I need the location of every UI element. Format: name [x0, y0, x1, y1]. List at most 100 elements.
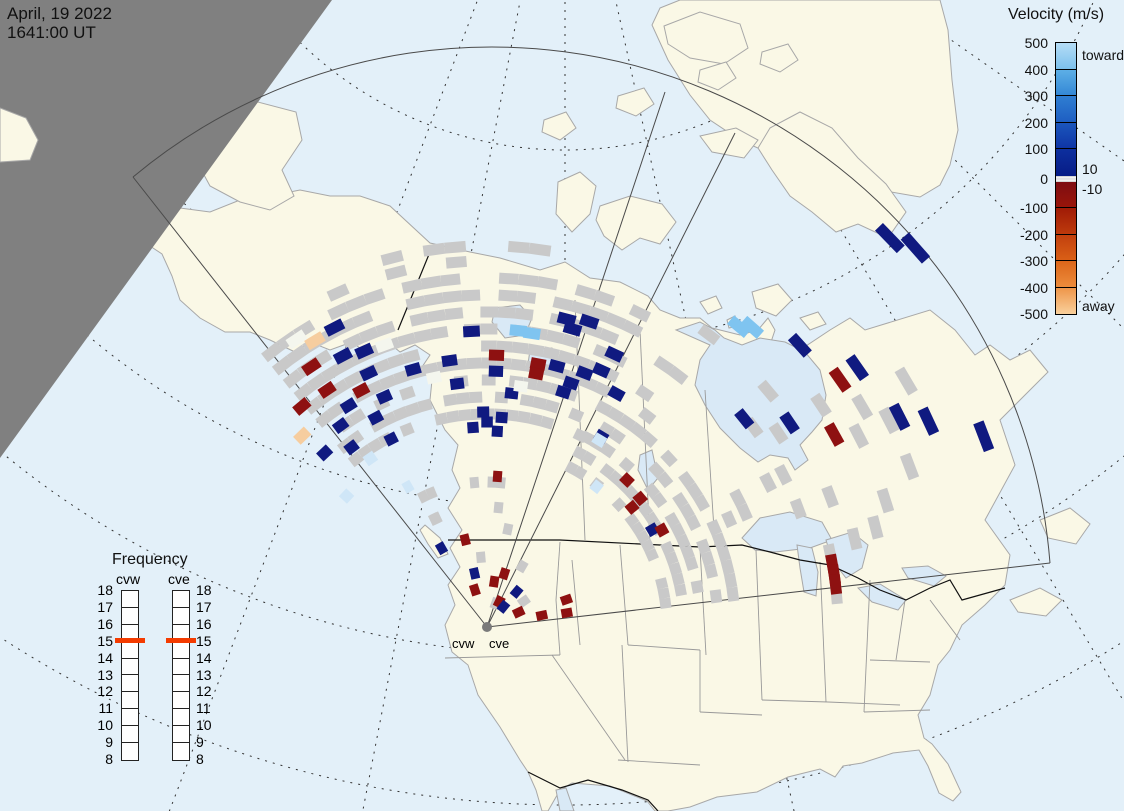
velocity-colorbar: [1055, 42, 1077, 315]
ground-scatter-cell: [579, 430, 596, 446]
ground-scatter-cell: [700, 550, 715, 567]
ground-scatter-cell: [417, 398, 433, 413]
ground-scatter-cell: [380, 250, 404, 266]
ground-scatter-cell: [348, 408, 367, 425]
velocity-cell: [787, 332, 812, 358]
velocity-tick-label: 200: [1024, 114, 1048, 131]
ground-scatter-cell: [335, 356, 356, 374]
minus10-label: -10: [1082, 181, 1103, 197]
ground-scatter-cell: [655, 577, 669, 590]
frequency-tick-label: 15: [97, 632, 113, 649]
ground-scatter-cell: [320, 364, 341, 383]
ground-scatter-cell: [455, 392, 470, 405]
ground-scatter-cell: [363, 288, 386, 305]
ground-scatter-cell: [542, 346, 561, 361]
velocity-cell: [425, 370, 443, 385]
ground-scatter-cell: [599, 463, 615, 479]
velocity-color-segment: [1056, 122, 1076, 149]
frequency-tick-label: 13: [196, 666, 212, 683]
velocity-tick-label: 100: [1024, 141, 1048, 157]
ground-scatter-cell: [271, 355, 294, 376]
ground-scatter-cell: [680, 544, 695, 560]
ground-scatter-cell: [387, 353, 406, 369]
ground-scatter-cell: [611, 497, 627, 513]
frequency-bar-segment: [173, 642, 189, 659]
ground-scatter-cell: [528, 412, 543, 427]
nova-scotia: [1009, 587, 1063, 617]
ground-scatter-cell: [876, 487, 895, 514]
frequency-tick-label: 12: [196, 683, 212, 700]
velocity-cell: [828, 366, 852, 393]
velocity-cell: [589, 479, 604, 495]
velocity-cell: [316, 444, 334, 462]
velocity-cell: [367, 409, 385, 426]
ground-scatter-cell: [684, 556, 699, 572]
ground-scatter-cell: [442, 290, 463, 304]
ground-scatter-cell: [342, 333, 364, 351]
frequency-bar-segment: [173, 591, 189, 608]
ground-scatter-cell: [514, 307, 534, 321]
ground-scatter-cell: [466, 357, 482, 370]
ground-scatter-cell: [392, 406, 409, 422]
map-label-cve: cve: [489, 636, 510, 651]
ground-scatter-cell: [716, 545, 732, 563]
ground-scatter-cell: [507, 240, 530, 254]
ground-scatter-cell: [709, 589, 723, 604]
ground-scatter-cell: [640, 538, 655, 553]
velocity-cell: [338, 488, 355, 504]
velocity-cell: [375, 388, 394, 405]
velocity-cell: [548, 358, 566, 374]
ground-scatter-cell: [653, 355, 675, 375]
frequency-tick-label: 13: [97, 666, 113, 683]
ground-scatter-cell: [515, 559, 529, 574]
ground-scatter-cell: [574, 284, 597, 301]
ground-scatter-cell: [729, 488, 747, 508]
ground-scatter-cell: [593, 381, 612, 398]
frequency-bar-segment: [173, 608, 189, 625]
velocity-color-segment: [1056, 43, 1076, 70]
ground-scatter-cell: [536, 276, 559, 291]
ground-scatter-cell: [637, 407, 657, 425]
velocity-cell: [973, 420, 995, 453]
ground-scatter-cell: [706, 519, 723, 537]
ground-scatter-cell: [598, 328, 620, 346]
velocity-tick-label: 300: [1024, 88, 1048, 104]
ground-scatter-cell: [480, 323, 498, 335]
hudson-bay: [674, 321, 827, 471]
ground-scatter-cell: [606, 406, 625, 424]
velocity-cell: [845, 354, 870, 382]
velocity-tick-label: -100: [1019, 200, 1048, 216]
frequency-bar-segment: [173, 709, 189, 727]
velocity-cell: [359, 364, 379, 382]
ground-scatter-cell: [757, 379, 779, 403]
ground-scatter-cell: [535, 379, 552, 394]
ground-scatter-cell: [848, 422, 870, 449]
frequency-legend-title: Frequency: [112, 551, 188, 568]
ground-scatter-cell: [498, 289, 518, 302]
ground-scatter-cell: [720, 558, 735, 576]
velocity-cell: [441, 354, 458, 368]
ground-scatter-cell: [528, 242, 552, 257]
ground-scatter-cell: [497, 306, 516, 319]
ground-scatter-cell: [656, 471, 674, 489]
ground-scatter-cell: [609, 428, 626, 445]
velocity-color-segment: [1056, 208, 1076, 235]
ground-scatter-cell: [397, 332, 417, 348]
frequency-tick-label: 10: [97, 717, 113, 734]
ground-scatter-cell: [899, 452, 920, 481]
ground-scatter-cell: [679, 503, 696, 520]
frequency-tick-label: 9: [105, 734, 113, 751]
frequency-bar-segment: [122, 675, 138, 693]
ground-scatter-cell: [430, 326, 449, 340]
velocity-cell: [559, 593, 574, 606]
velocity-cell: [331, 417, 350, 435]
ground-scatter-cell: [721, 510, 738, 529]
fov-right-edge: [486, 562, 1051, 628]
velocity-color-segment: [1056, 261, 1076, 288]
ground-scatter-cell: [445, 255, 468, 269]
ground-scatter-cell: [351, 310, 374, 328]
velocity-cell: [351, 382, 371, 399]
frequency-radar-name-cve: cve: [168, 571, 190, 587]
frequency-bar-segment: [122, 726, 138, 744]
ground-scatter-cell: [413, 328, 433, 344]
